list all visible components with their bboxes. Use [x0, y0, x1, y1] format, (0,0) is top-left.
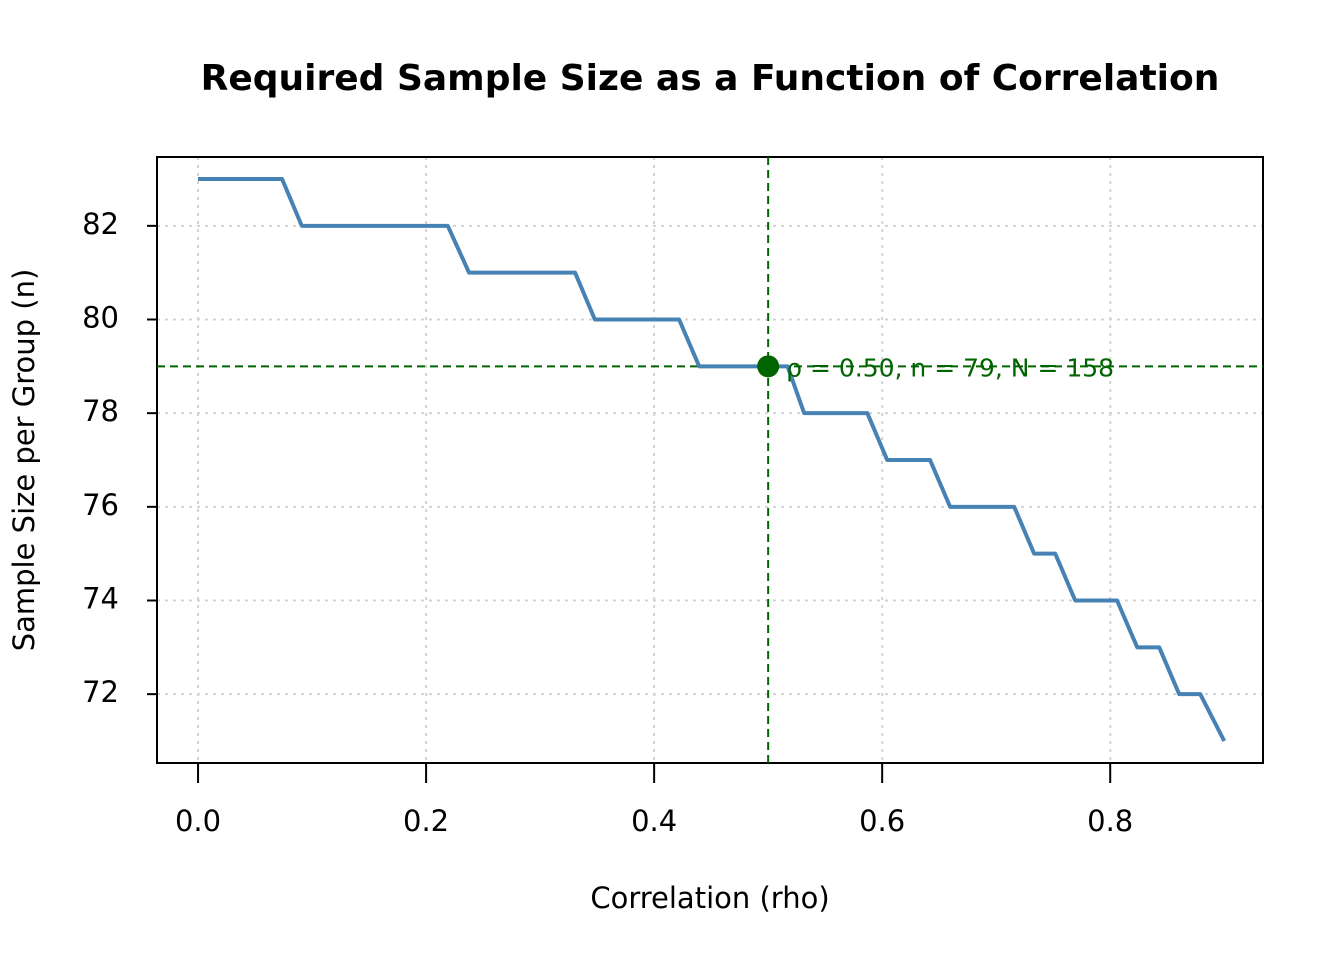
x-tick-label: 0.8 [1087, 804, 1133, 838]
y-tick-label: 80 [82, 301, 119, 335]
y-tick-label: 74 [82, 581, 119, 615]
y-tick-label: 78 [82, 394, 119, 428]
x-tick-label: 0.2 [403, 804, 449, 838]
x-tick-label: 0.0 [175, 804, 221, 838]
y-tick-label: 76 [82, 488, 119, 522]
x-tick-label: 0.4 [631, 804, 677, 838]
data-line [198, 177, 1227, 742]
y-axis-label: Sample Size per Group (n) [7, 269, 41, 652]
x-axis-label: Correlation (rho) [590, 881, 829, 915]
annotation: ρ = 0.50, n = 79, N = 158 [786, 353, 1114, 382]
highlight-point [757, 355, 780, 378]
chart-title: Required Sample Size as a Function of Co… [201, 58, 1220, 99]
plot-frame [156, 156, 1264, 764]
x-tick-label: 0.6 [859, 804, 905, 838]
y-tick-label: 72 [82, 675, 119, 709]
y-tick-label: 82 [82, 207, 119, 241]
